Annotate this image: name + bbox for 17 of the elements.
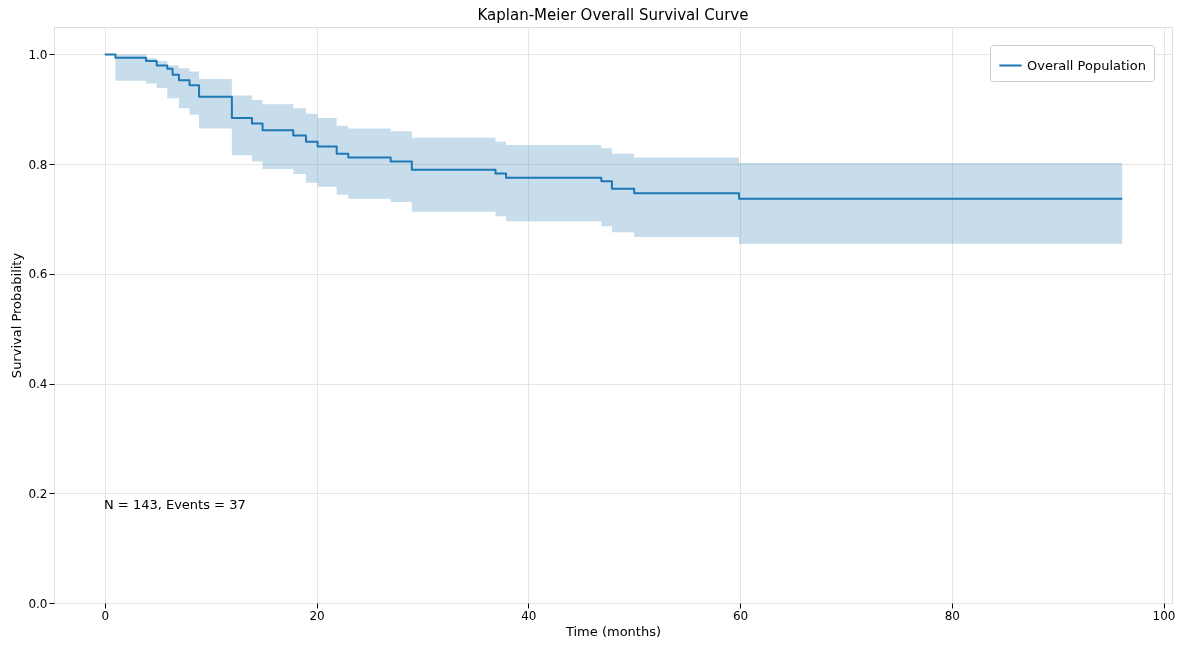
x-tick-label: 80 bbox=[944, 608, 960, 623]
y-tick-label: 1.0 bbox=[28, 47, 48, 62]
y-axis-title: Survival Probability bbox=[9, 252, 25, 379]
x-tick-label: 20 bbox=[309, 608, 325, 623]
legend-label: Overall Population bbox=[1027, 57, 1146, 73]
x-tick-label: 100 bbox=[1152, 608, 1176, 623]
y-tick-label: 0.0 bbox=[28, 596, 48, 611]
x-tick-label: 40 bbox=[521, 608, 537, 623]
y-tick-label: 0.2 bbox=[28, 486, 48, 501]
y-tick-label: 0.6 bbox=[28, 267, 48, 282]
x-tick-label: 0 bbox=[101, 608, 110, 623]
x-axis-title: Time (months) bbox=[564, 623, 662, 639]
chart-title: Kaplan-Meier Overall Survival Curve bbox=[477, 6, 749, 24]
y-tick-label: 0.8 bbox=[28, 157, 48, 172]
annotation: N = 143, Events = 37 bbox=[104, 497, 246, 513]
x-tick-label: 60 bbox=[732, 608, 749, 623]
y-tick-label: 0.4 bbox=[28, 377, 48, 392]
